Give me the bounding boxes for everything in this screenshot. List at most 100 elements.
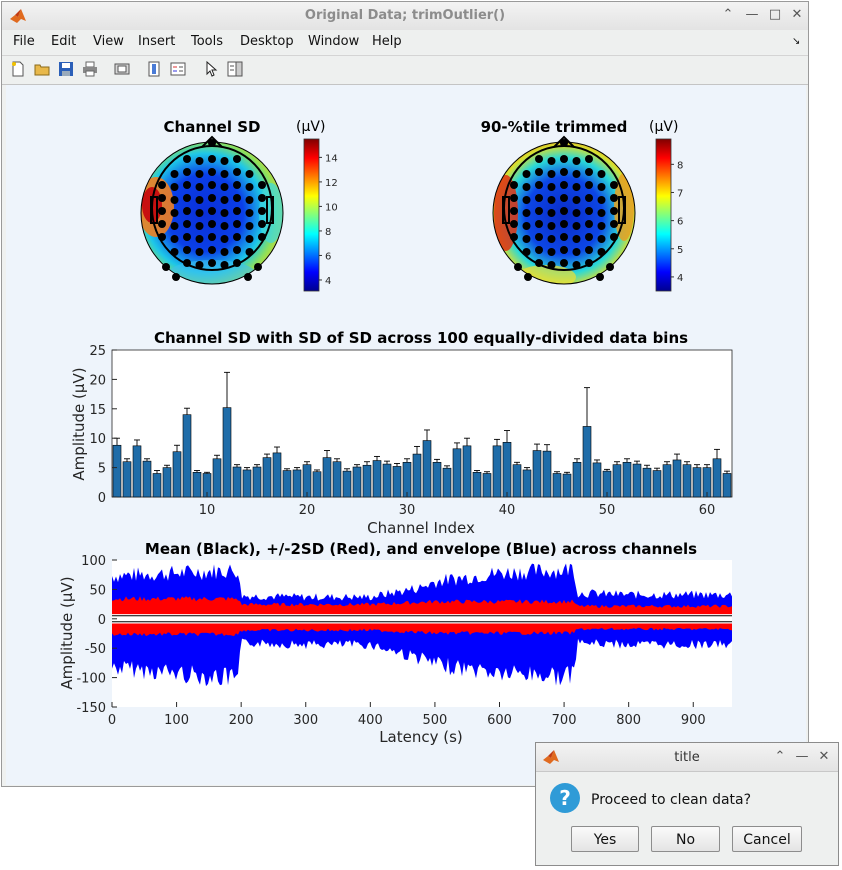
x-tick-label: 30	[399, 503, 416, 518]
electrode-dot	[560, 139, 568, 147]
topo-right-unit: (μV)	[649, 119, 678, 135]
menu-edit[interactable]: Edit	[51, 34, 77, 49]
menu-view[interactable]: View	[93, 34, 124, 49]
electrode-dot	[258, 220, 266, 228]
electrode-dot	[208, 194, 216, 202]
signal-chart-title: Mean (Black), +/-2SD (Red), and envelope…	[145, 540, 697, 558]
menu-insert[interactable]: Insert	[138, 34, 176, 49]
bar	[262, 457, 272, 498]
electrode-dot	[208, 259, 216, 267]
print-icon[interactable]	[82, 61, 98, 77]
electrode-dot	[183, 181, 191, 189]
bar	[642, 467, 652, 498]
electrode-dot	[572, 261, 581, 269]
electrode-dot	[233, 168, 241, 176]
electrode-dot	[596, 273, 604, 281]
bar	[352, 466, 362, 498]
electrode-dot	[195, 170, 204, 178]
electrode-dot	[170, 196, 179, 204]
bar	[182, 414, 192, 498]
save-icon[interactable]	[58, 61, 74, 77]
new-figure-icon[interactable]	[10, 61, 26, 77]
y-tick-label: 5	[98, 462, 106, 477]
yes-button[interactable]: Yes	[571, 826, 639, 852]
electrode-dot	[208, 220, 216, 228]
y-tick-label: 50	[89, 583, 106, 598]
topo-map-trimmed	[492, 135, 636, 285]
electrode-dot	[220, 157, 229, 165]
electrode-dot	[183, 168, 191, 176]
open-file-icon[interactable]	[34, 61, 50, 77]
electrode-dot	[535, 233, 543, 241]
bar	[232, 466, 242, 498]
electrode-dot	[597, 170, 606, 178]
bar	[462, 445, 472, 498]
y-tick-label: -50	[85, 642, 106, 657]
electrode-dot	[597, 196, 606, 204]
cancel-button[interactable]: Cancel	[732, 826, 802, 852]
electrode-dot	[220, 196, 229, 204]
electrode-dot	[560, 155, 568, 163]
dock-arrow-icon[interactable]: ↘	[792, 36, 801, 47]
sd-upper-series	[112, 596, 732, 615]
property-editor-icon[interactable]	[227, 61, 243, 77]
bar	[442, 467, 452, 498]
minimize-icon[interactable]: ⌃	[722, 7, 734, 22]
electrode-dot	[233, 220, 241, 228]
maximize-icon[interactable]: □	[768, 7, 782, 22]
no-button[interactable]: No	[651, 826, 720, 852]
dialog-minimize-icon[interactable]: —	[795, 749, 809, 764]
electrode-dot	[572, 235, 581, 243]
bar	[512, 464, 522, 498]
bar-chart-xlabel: Channel Index	[367, 519, 475, 537]
title-bar[interactable]: Original Data; trimOutlier() ⌃ — □ ✕	[2, 2, 808, 31]
close-icon[interactable]: ✕	[791, 7, 803, 22]
print-preview-icon[interactable]	[114, 61, 130, 77]
electrode-dot	[510, 220, 518, 228]
topo-right-title: 90-%tile trimmed	[481, 118, 628, 136]
signal-chart-xlabel: Latency (s)	[379, 728, 463, 746]
electrode-dot	[158, 220, 166, 228]
electrode-dot	[535, 246, 543, 254]
bar	[112, 444, 122, 498]
restore-icon[interactable]: —	[745, 7, 759, 22]
menu-tools[interactable]: Tools	[191, 34, 224, 49]
electrode-dot	[547, 222, 556, 230]
electrode-dot	[547, 235, 556, 243]
electrode-dot	[183, 155, 191, 163]
dialog-title-bar[interactable]: title ⌃ — ✕	[536, 743, 838, 772]
menu-file[interactable]: File	[13, 34, 35, 49]
electrode-dot	[522, 222, 531, 230]
menu-help[interactable]: Help	[372, 34, 402, 49]
bar	[172, 451, 182, 498]
bar	[362, 464, 372, 498]
bar	[452, 448, 462, 498]
electrode-dot	[547, 261, 556, 269]
bar	[322, 457, 332, 498]
x-tick-label: 10	[199, 503, 216, 518]
x-tick-label: 500	[423, 713, 448, 728]
electrode-dot	[195, 248, 204, 256]
dialog-close-icon[interactable]: ✕	[818, 749, 830, 764]
legend-icon[interactable]	[170, 61, 186, 77]
colorbar-icon[interactable]	[146, 61, 162, 77]
electrode-dot	[572, 209, 581, 217]
colorbar-tick-label: 6	[677, 217, 683, 228]
pointer-icon[interactable]	[203, 61, 219, 77]
dialog-restore-icon[interactable]: ⌃	[774, 749, 786, 764]
electrode-dot	[244, 273, 252, 281]
signal-chart-ylabel: Amplitude (μV)	[58, 576, 76, 689]
electrode-dot	[172, 273, 180, 281]
menu-desktop[interactable]: Desktop	[240, 34, 294, 49]
electrode-dot	[183, 233, 191, 241]
bar	[142, 460, 152, 498]
bar	[292, 469, 302, 498]
y-tick-label: 20	[89, 373, 106, 388]
dialog-title: title	[674, 750, 700, 765]
electrode-dot	[610, 207, 618, 215]
electrode-dot	[208, 168, 216, 176]
menu-window[interactable]: Window	[308, 34, 360, 49]
bar	[652, 470, 662, 498]
figure-canvas: Channel SD (μV) 14 12 10 8 6 4 90-%tile trim	[6, 85, 806, 785]
electrode-dot	[233, 155, 241, 163]
